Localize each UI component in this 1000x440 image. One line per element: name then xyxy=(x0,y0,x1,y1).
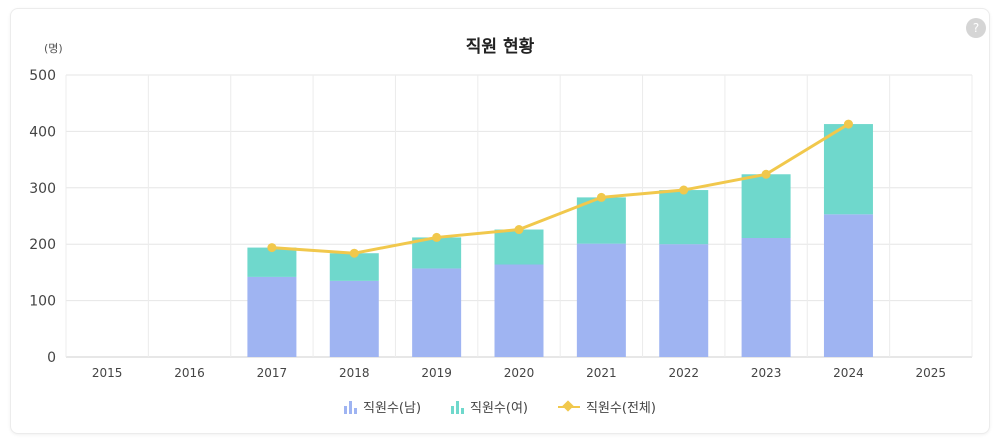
total-line xyxy=(271,122,850,255)
bar-female xyxy=(494,229,544,265)
bar-male xyxy=(823,214,873,357)
bar-male xyxy=(576,243,626,357)
legend-item-total[interactable]: 직원수(전체) xyxy=(558,397,656,416)
x-tick-label: 2018 xyxy=(339,366,370,380)
y-axis-unit-label: (명) xyxy=(44,42,63,55)
bar-female xyxy=(247,247,297,277)
legend-label-female: 직원수(여) xyxy=(470,401,528,416)
y-tick-label: 500 xyxy=(29,68,56,84)
y-tick-label: 100 xyxy=(29,294,56,310)
bar-female xyxy=(823,124,873,215)
total-point xyxy=(432,232,442,242)
info-icon[interactable]: ? xyxy=(966,18,986,38)
y-tick-label: 0 xyxy=(47,350,56,366)
legend-label-male: 직원수(남) xyxy=(363,401,422,416)
x-tick-label: 2021 xyxy=(586,366,617,380)
chart-title: 직원 현황 xyxy=(465,37,535,57)
total-point xyxy=(843,119,853,129)
x-tick-label: 2024 xyxy=(833,366,864,380)
total-point xyxy=(761,169,771,179)
bar-male xyxy=(494,264,544,357)
x-tick-label: 2016 xyxy=(174,366,205,380)
total-point xyxy=(679,185,689,195)
bar-female xyxy=(659,190,709,245)
total-point xyxy=(596,192,606,202)
x-tick-label: 2022 xyxy=(668,366,699,380)
total-point xyxy=(514,225,524,235)
bar-chart-icon xyxy=(344,400,358,414)
total-point xyxy=(267,243,277,253)
y-tick-label: 300 xyxy=(29,181,56,197)
bar-female xyxy=(741,174,791,238)
legend-label-total: 직원수(전체) xyxy=(586,401,656,416)
bar-female xyxy=(329,253,379,281)
bar-male xyxy=(329,280,379,357)
legend-item-male[interactable]: 직원수(남) xyxy=(344,397,421,416)
x-tick-label: 2015 xyxy=(92,366,123,380)
legend: 직원수(남) 직원수(여) 직원수(전체) xyxy=(0,397,1000,416)
bar-female xyxy=(412,237,462,269)
legend-item-female[interactable]: 직원수(여) xyxy=(451,397,528,416)
y-tick-label: 400 xyxy=(29,124,56,140)
bar-male xyxy=(659,244,709,357)
bar-male xyxy=(741,237,791,357)
x-tick-label: 2023 xyxy=(751,366,782,380)
x-tick-label: 2017 xyxy=(257,366,288,380)
bar-male xyxy=(412,268,462,357)
y-tick-label: 200 xyxy=(29,237,56,253)
bar-chart-icon xyxy=(451,400,465,414)
line-marker-icon xyxy=(558,401,580,413)
x-tick-label: 2025 xyxy=(916,366,947,380)
x-tick-label: 2019 xyxy=(421,366,452,380)
total-point xyxy=(349,248,359,258)
bar-male xyxy=(247,276,297,357)
x-tick-label: 2020 xyxy=(504,366,535,380)
